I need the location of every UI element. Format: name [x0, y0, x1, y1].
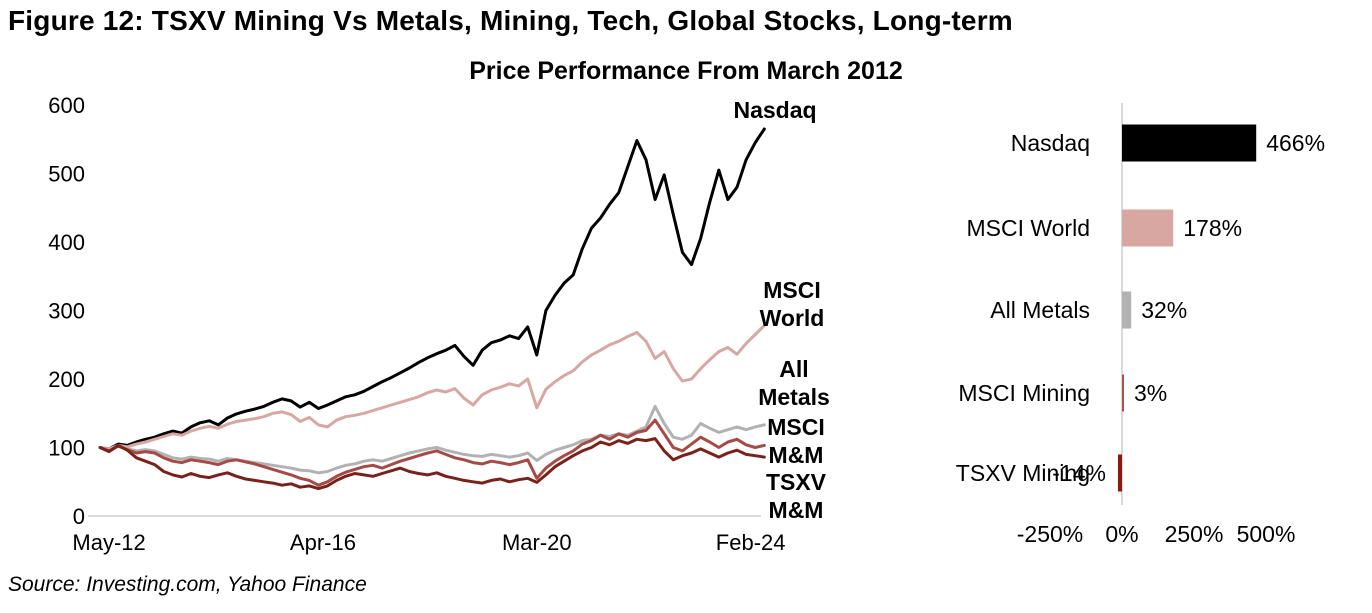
- series-label-tsxv-m-m: TSXV: [766, 469, 827, 495]
- total-return-bar-chart: Nasdaq 466% MSCI World 178% All Metals 32% MSC…: [956, 103, 1325, 547]
- bar-all-metals: [1122, 291, 1132, 329]
- bar-category-label: Nasdaq: [1011, 130, 1090, 156]
- series-label-msci-world: World: [760, 305, 825, 331]
- bar-msci-world: [1122, 209, 1174, 247]
- y-tick-label: 500: [48, 162, 85, 187]
- y-tick-label: 300: [48, 299, 85, 324]
- x-tick-label: Feb-24: [716, 530, 786, 555]
- x-tick-label: Mar-20: [502, 530, 572, 555]
- bar-category-label: All Metals: [990, 297, 1090, 323]
- y-tick-label: 600: [48, 93, 85, 118]
- figure-title: Figure 12: TSXV Mining Vs Metals, Mining…: [8, 5, 1013, 36]
- bar-category-label: TSXV Mining: [956, 460, 1090, 486]
- y-tick-label: 100: [48, 436, 85, 461]
- bar-x-tick-label: -250%: [1017, 521, 1083, 547]
- series-label-all-metals: Metals: [758, 384, 830, 410]
- y-tick-label: 0: [73, 504, 85, 529]
- series-line-msci-m-m: [98, 418, 766, 487]
- bar-msci-mining: [1122, 374, 1124, 412]
- series-label-msci-m-m: M&M: [769, 442, 824, 468]
- series-line-all-metals: [98, 404, 766, 475]
- series-label-all-metals: All: [779, 356, 808, 382]
- bar-value-label: 466%: [1266, 130, 1325, 156]
- series-label-tsxv-m-m: M&M: [769, 497, 824, 523]
- bar-nasdaq: [1122, 124, 1257, 162]
- series-label-msci-m-m: MSCI: [767, 414, 825, 440]
- bar-x-tick-label: 250%: [1165, 521, 1224, 547]
- series-line-nasdaq: [98, 127, 766, 451]
- y-tick-label: 200: [48, 367, 85, 392]
- x-tick-label: May-12: [72, 530, 145, 555]
- bar-category-label: MSCI World: [966, 215, 1090, 241]
- bar-value-label: 32%: [1141, 297, 1187, 323]
- bar-tsxv-mining: [1117, 454, 1122, 492]
- bar-x-tick-label: 500%: [1237, 521, 1296, 547]
- series-line-msci-world: [98, 324, 766, 451]
- series-line-tsxv-m-m: [98, 437, 766, 491]
- series-label-nasdaq: Nasdaq: [733, 97, 816, 123]
- chart-title: Price Performance From March 2012: [469, 57, 903, 85]
- bar-value-label: -14%: [1052, 460, 1106, 486]
- series-label-msci-world: MSCI: [763, 277, 821, 303]
- bar-x-tick-label: 0%: [1105, 521, 1138, 547]
- bar-value-label: 178%: [1183, 215, 1242, 241]
- bar-value-label: 3%: [1134, 380, 1167, 406]
- x-tick-label: Apr-16: [290, 530, 356, 555]
- source-note: Source: Investing.com, Yahoo Finance: [8, 573, 367, 596]
- y-tick-label: 400: [48, 230, 85, 255]
- bar-category-label: MSCI Mining: [958, 380, 1090, 406]
